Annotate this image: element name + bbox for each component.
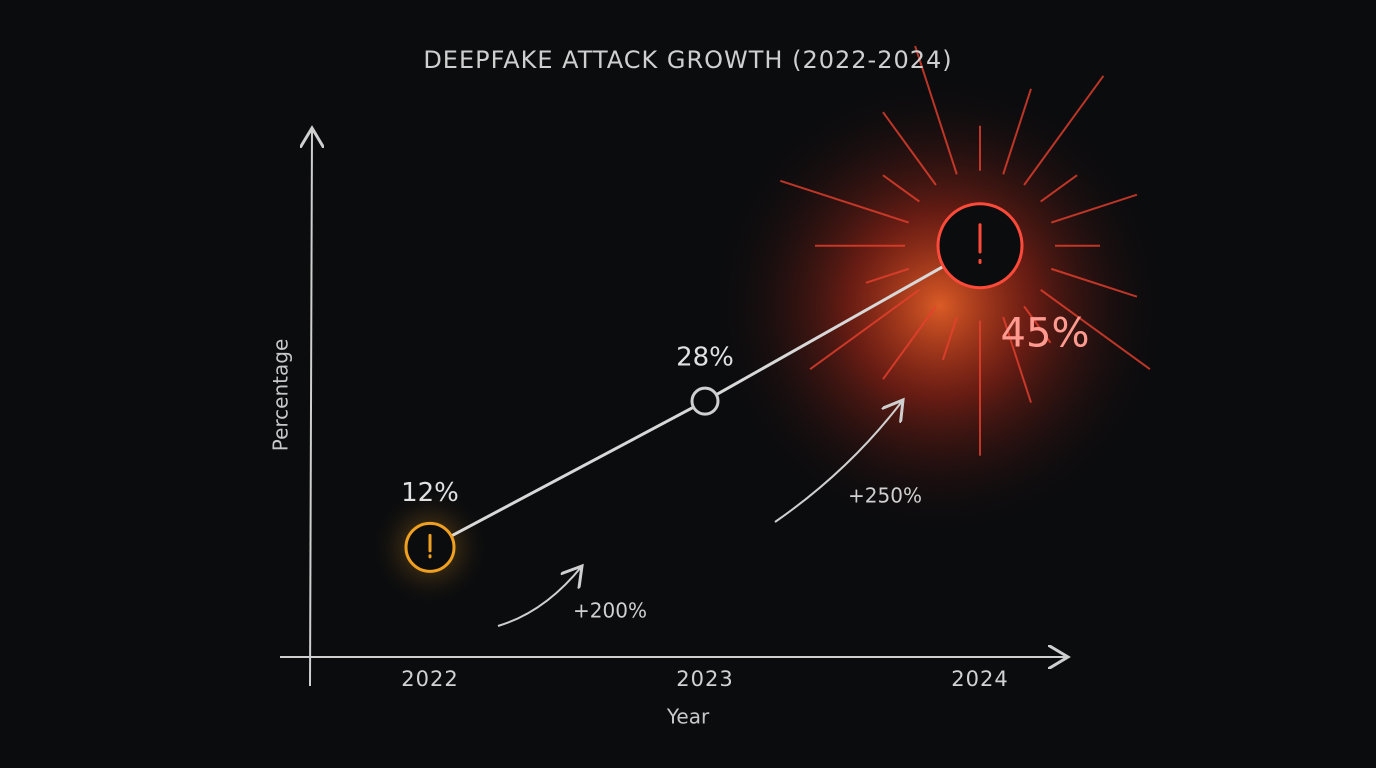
- burst-ray: [882, 174, 920, 203]
- annotation-arrow: [497, 566, 582, 627]
- value-label: 12%: [401, 478, 459, 508]
- y-axis-label: Percentage: [269, 339, 293, 452]
- burst-ray: [865, 267, 909, 284]
- burst-ray: [882, 111, 937, 186]
- glow-layer: [370, 45, 1170, 608]
- value-label: 45%: [1001, 311, 1090, 357]
- x-axis-label: Year: [666, 705, 710, 729]
- annotation-arrow: [774, 400, 903, 523]
- burst-ray: [1002, 316, 1032, 403]
- burst-ray: [1051, 267, 1138, 298]
- highlight-glow: [710, 75, 1170, 536]
- burst-ray: [809, 288, 920, 370]
- burst-ray: [1023, 305, 1052, 344]
- burst-ray: [779, 179, 909, 224]
- x-tick-label: 2024: [951, 667, 1008, 691]
- x-tick-label: 2023: [676, 667, 733, 691]
- y-axis: [310, 128, 312, 687]
- burst-ray: [914, 45, 958, 175]
- burst-ray: [1023, 75, 1105, 186]
- chart-title: DEEPFAKE ATTACK GROWTH (2022-2024): [423, 46, 952, 74]
- annotation: +250%: [848, 484, 922, 508]
- burst-ray: [1002, 88, 1032, 175]
- burst-ray: [1040, 288, 1151, 370]
- burst-ray: [1051, 193, 1138, 224]
- value-label: 28%: [676, 343, 734, 373]
- burst-ray: [882, 305, 937, 380]
- burst-ray: [1040, 174, 1078, 203]
- x-tick-label: 2022: [401, 667, 458, 691]
- data-point: [690, 386, 720, 416]
- annotation: +200%: [573, 599, 647, 623]
- burst-ray: [941, 316, 958, 361]
